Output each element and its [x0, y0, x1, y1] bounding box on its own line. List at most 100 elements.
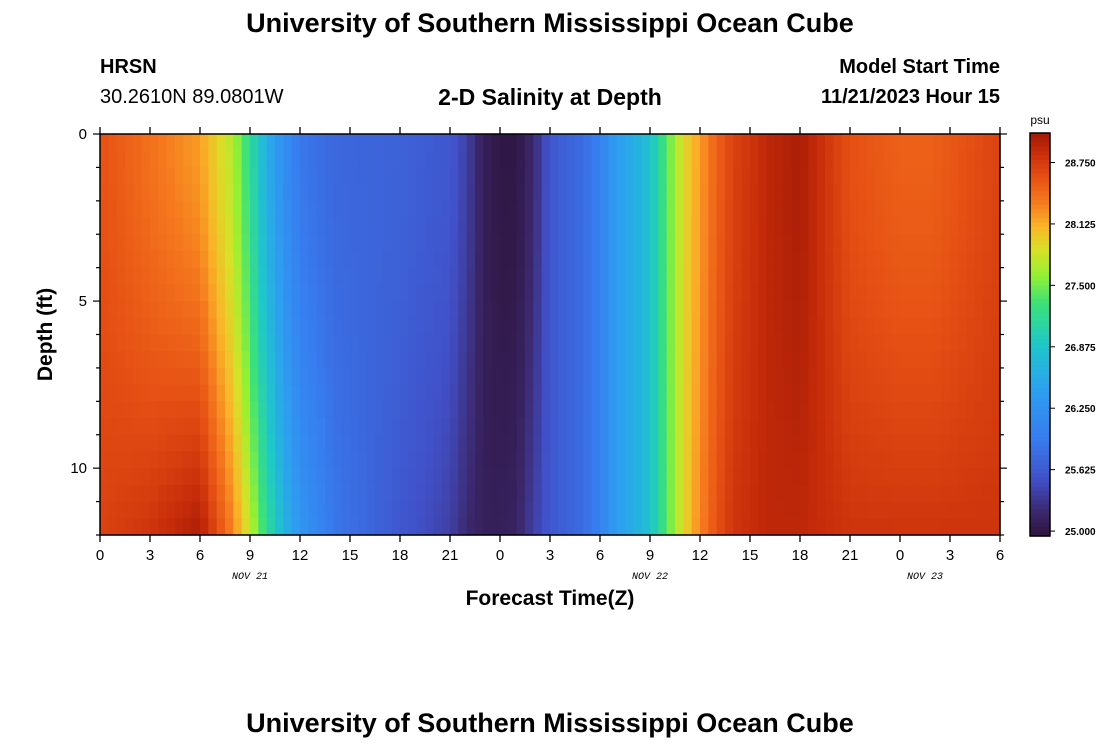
- x-tick-label: 0: [96, 547, 104, 564]
- heatmap-cell: [708, 267, 718, 285]
- heatmap-cell: [733, 200, 743, 219]
- heatmap-cell: [566, 401, 576, 419]
- x-tick-label: 15: [342, 547, 359, 564]
- heatmap-cell: [691, 468, 701, 486]
- colorbar-swatch: [1030, 200, 1050, 206]
- heatmap-cell: [641, 250, 651, 269]
- heatmap-cell: [241, 401, 251, 419]
- heatmap-cell: [508, 434, 518, 453]
- heatmap-cell: [900, 284, 909, 302]
- heatmap-cell: [925, 217, 934, 235]
- heatmap-cell: [400, 167, 409, 185]
- heatmap-cell: [975, 484, 984, 503]
- heatmap-cell: [850, 250, 859, 269]
- heatmap-cell: [916, 384, 926, 402]
- heatmap-cell: [633, 351, 643, 369]
- heatmap-cell: [983, 200, 993, 219]
- heatmap-cell: [358, 200, 368, 219]
- heatmap-cell: [925, 134, 934, 152]
- heatmap-cell: [175, 484, 184, 503]
- heatmap-cell: [825, 367, 834, 386]
- heatmap-cell: [183, 167, 193, 185]
- heatmap-cell: [433, 284, 443, 302]
- heatmap-cell: [933, 384, 943, 402]
- heatmap-cell: [550, 200, 559, 219]
- heatmap-cell: [741, 351, 751, 369]
- heatmap-cell: [750, 418, 759, 436]
- heatmap-cell: [566, 501, 576, 519]
- heatmap-cell: [883, 451, 893, 469]
- heatmap-cell: [708, 384, 718, 402]
- heatmap-cell: [741, 250, 751, 269]
- heatmap-cell: [116, 501, 126, 519]
- heatmap-cell: [158, 167, 168, 185]
- heatmap-cell: [325, 451, 334, 469]
- heatmap-cell: [808, 250, 818, 269]
- heatmap-cell: [633, 401, 643, 419]
- heatmap-cell: [591, 484, 601, 503]
- heatmap-cell: [450, 284, 459, 302]
- heatmap-cell: [550, 401, 559, 419]
- heatmap-cell: [208, 484, 218, 503]
- heatmap-cell: [441, 401, 451, 419]
- heatmap-cell: [300, 418, 309, 436]
- heatmap-cell: [441, 134, 451, 152]
- heatmap-cell: [933, 200, 943, 219]
- heatmap-cell: [591, 317, 601, 336]
- heatmap-cell: [825, 384, 834, 402]
- heatmap-cell: [616, 134, 626, 152]
- heatmap-cell: [291, 434, 301, 453]
- heatmap-cell: [141, 200, 151, 219]
- heatmap-cell: [508, 451, 518, 469]
- heatmap-cell: [191, 334, 201, 352]
- x-tick-label: 18: [792, 547, 809, 564]
- heatmap-cell: [258, 217, 268, 235]
- heatmap-cell: [133, 518, 143, 536]
- heatmap-cell: [933, 518, 943, 536]
- heatmap-cell: [766, 200, 776, 219]
- heatmap-cell: [508, 167, 518, 185]
- heatmap-cell: [625, 334, 634, 352]
- heatmap-cell: [983, 451, 993, 469]
- heatmap-cell: [808, 234, 818, 252]
- heatmap-cell: [850, 418, 859, 436]
- heatmap-cell: [108, 301, 118, 319]
- heatmap-cell: [141, 167, 151, 185]
- heatmap-cell: [975, 167, 984, 185]
- heatmap-cell: [291, 150, 301, 169]
- heatmap-cell: [950, 518, 959, 536]
- heatmap-cell: [883, 418, 893, 436]
- heatmap-cell: [200, 267, 209, 285]
- heatmap-cell: [508, 284, 518, 302]
- heatmap-cell: [716, 351, 726, 369]
- heatmap-cell: [175, 401, 184, 419]
- heatmap-cell: [808, 134, 818, 152]
- heatmap-cell: [341, 468, 351, 486]
- heatmap-cell: [575, 401, 584, 419]
- heatmap-cell: [300, 284, 309, 302]
- heatmap-cell: [541, 451, 551, 469]
- heatmap-cell: [458, 484, 468, 503]
- heatmap-cell: [800, 217, 809, 235]
- heatmap-cell: [700, 301, 709, 319]
- heatmap-cell: [491, 418, 501, 436]
- heatmap-cell: [458, 518, 468, 536]
- heatmap-cell: [350, 284, 359, 302]
- heatmap-cell: [250, 217, 259, 235]
- heatmap-cell: [125, 518, 134, 536]
- heatmap-cell: [833, 184, 843, 202]
- heatmap-cell: [200, 217, 209, 235]
- heatmap-cell: [783, 150, 793, 169]
- heatmap-cell: [116, 167, 126, 185]
- heatmap-cell: [366, 134, 376, 152]
- heatmap-cell: [750, 234, 759, 252]
- heatmap-cell: [141, 184, 151, 202]
- heatmap-cell: [216, 518, 226, 536]
- heatmap-cell: [408, 234, 418, 252]
- heatmap-cell: [408, 367, 418, 386]
- heatmap-cell: [441, 150, 451, 169]
- heatmap-cell: [233, 267, 243, 285]
- heatmap-cell: [216, 468, 226, 486]
- heatmap-cell: [541, 134, 551, 152]
- heatmap-cell: [666, 234, 676, 252]
